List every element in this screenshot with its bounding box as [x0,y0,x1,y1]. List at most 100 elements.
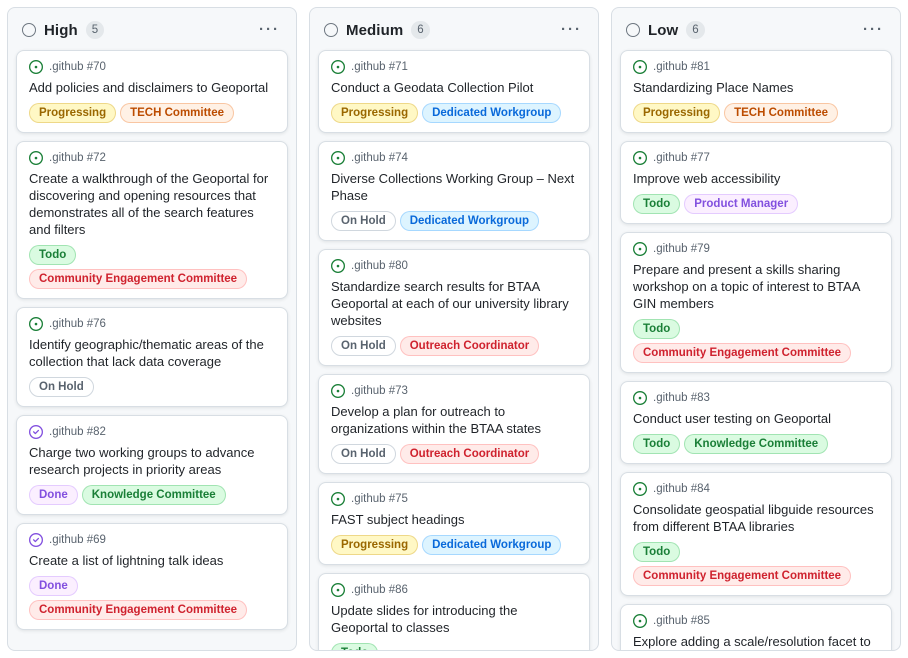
issue-title[interactable]: Improve web accessibility [633,171,781,186]
issue-card[interactable]: .github #84 Consolidate geospatial libgu… [620,472,892,596]
issue-meta: .github #83 [633,390,879,406]
issue-meta: .github #73 [331,383,577,399]
issue-label: Community Engagement Committee [633,343,852,363]
issue-card[interactable]: .github #70 Add policies and disclaimers… [16,50,288,133]
issue-card[interactable]: .github #73 Develop a plan for outreach … [318,374,590,474]
card-list: .github #70 Add policies and disclaimers… [8,48,296,638]
board-column: Low 6 ··· .github #81 Standardizing Plac… [611,7,901,651]
issue-meta: .github #76 [29,316,275,332]
label-list: Done Knowledge Committee [29,485,275,505]
issue-opened-icon [331,492,345,506]
issue-opened-icon [633,482,647,496]
issue-repo-number: .github #70 [49,61,106,73]
issue-card[interactable]: .github #77 Improve web accessibility To… [620,141,892,224]
issue-card[interactable]: .github #82 Charge two working groups to… [16,415,288,515]
issue-label: Community Engagement Committee [29,600,248,620]
label-list: Progressing TECH Committee [29,103,275,123]
issue-title[interactable]: Charge two working groups to advance res… [29,445,255,477]
issue-title[interactable]: Explore adding a scale/resolution facet … [633,634,871,649]
board-column: High 5 ··· .github #70 Add policies and … [7,7,297,651]
issue-repo-number: .github #84 [653,483,710,495]
issue-label: Todo [29,245,77,265]
issue-label: Todo [633,542,681,562]
issue-meta: .github #75 [331,491,577,507]
issue-label: Dedicated Workgroup [399,211,539,231]
issue-label: On Hold [331,336,396,356]
issue-label: Progressing [331,103,419,123]
kebab-horizontal-icon[interactable]: ··· [255,21,284,39]
issue-title[interactable]: FAST subject headings [331,512,465,527]
issue-opened-icon [29,317,43,331]
label-list: Todo Community Engagement Committee [29,245,275,289]
label-list: Todo Knowledge Committee [633,434,879,454]
issue-card[interactable]: .github #86 Update slides for introducin… [318,573,590,650]
kebab-horizontal-icon[interactable]: ··· [859,21,888,39]
issue-label: Knowledge Committee [684,434,829,454]
column-header: High 5 ··· [8,8,296,48]
issue-label: Progressing [331,535,419,555]
issue-title[interactable]: Update slides for introducing the Geopor… [331,603,518,635]
issue-label: Todo [633,434,681,454]
issue-meta: .github #81 [633,59,879,75]
issue-card[interactable]: .github #80 Standardize search results f… [318,249,590,366]
issue-title[interactable]: Conduct user testing on Geoportal [633,411,832,426]
issue-title[interactable]: Prepare and present a skills sharing wor… [633,262,860,311]
issue-label: Outreach Coordinator [399,336,540,356]
issue-label: On Hold [29,377,94,397]
issue-card[interactable]: .github #83 Conduct user testing on Geop… [620,381,892,464]
issue-repo-number: .github #79 [653,243,710,255]
issue-card[interactable]: .github #72 Create a walkthrough of the … [16,141,288,299]
column-count-badge: 6 [411,21,430,39]
issue-repo-number: .github #73 [351,385,408,397]
issue-title[interactable]: Create a walkthrough of the Geoportal fo… [29,171,269,237]
issue-title[interactable]: Identify geographic/thematic areas of th… [29,337,264,369]
column-count-badge: 6 [686,21,705,39]
issue-title[interactable]: Add policies and disclaimers to Geoporta… [29,80,269,95]
kebab-horizontal-icon[interactable]: ··· [557,21,586,39]
issue-card[interactable]: .github #76 Identify geographic/thematic… [16,307,288,407]
issue-title[interactable]: Standardizing Place Names [633,80,794,95]
issue-title[interactable]: Standardize search results for BTAA Geop… [331,279,569,328]
issue-label: Progressing [29,103,117,123]
issue-repo-number: .github #76 [49,318,106,330]
issue-card[interactable]: .github #71 Conduct a Geodata Collection… [318,50,590,133]
label-list: Progressing Dedicated Workgroup [331,103,577,123]
issue-title[interactable]: Consolidate geospatial libguide resource… [633,502,874,534]
issue-repo-number: .github #81 [653,61,710,73]
issue-repo-number: .github #74 [351,152,408,164]
issue-card[interactable]: .github #79 Prepare and present a skills… [620,232,892,373]
issue-card[interactable]: .github #81 Standardizing Place Names Pr… [620,50,892,133]
issue-label: On Hold [331,211,396,231]
issue-meta: .github #85 [633,613,879,629]
issue-label: Community Engagement Committee [29,269,248,289]
issue-repo-number: .github #69 [49,534,106,546]
issue-repo-number: .github #85 [653,615,710,627]
issue-title[interactable]: Develop a plan for outreach to organizat… [331,404,542,436]
issue-label: Knowledge Committee [81,485,226,505]
issue-title[interactable]: Diverse Collections Working Group – Next… [331,171,575,203]
issue-label: Progressing [633,103,721,123]
label-list: On Hold [29,377,275,397]
issue-card[interactable]: .github #74 Diverse Collections Working … [318,141,590,241]
card-list: .github #81 Standardizing Place Names Pr… [612,48,900,650]
label-list: Progressing Dedicated Workgroup [331,535,577,555]
label-list: Todo Product Manager [633,194,879,214]
issue-repo-number: .github #83 [653,392,710,404]
issue-repo-number: .github #80 [351,260,408,272]
issue-label: TECH Committee [120,103,235,123]
issue-repo-number: .github #82 [49,426,106,438]
issue-label: Outreach Coordinator [399,444,540,464]
issue-card[interactable]: .github #69 Create a list of lightning t… [16,523,288,630]
issue-label: TECH Committee [724,103,839,123]
issue-card[interactable]: .github #85 Explore adding a scale/resol… [620,604,892,650]
issue-card[interactable]: .github #75 FAST subject headings Progre… [318,482,590,565]
issue-meta: .github #69 [29,532,275,548]
column-header: Medium 6 ··· [310,8,598,48]
option-circle-icon [626,23,640,37]
issue-label: Todo [331,643,379,650]
issue-title[interactable]: Create a list of lightning talk ideas [29,553,224,568]
issue-title[interactable]: Conduct a Geodata Collection Pilot [331,80,534,95]
issue-meta: .github #71 [331,59,577,75]
